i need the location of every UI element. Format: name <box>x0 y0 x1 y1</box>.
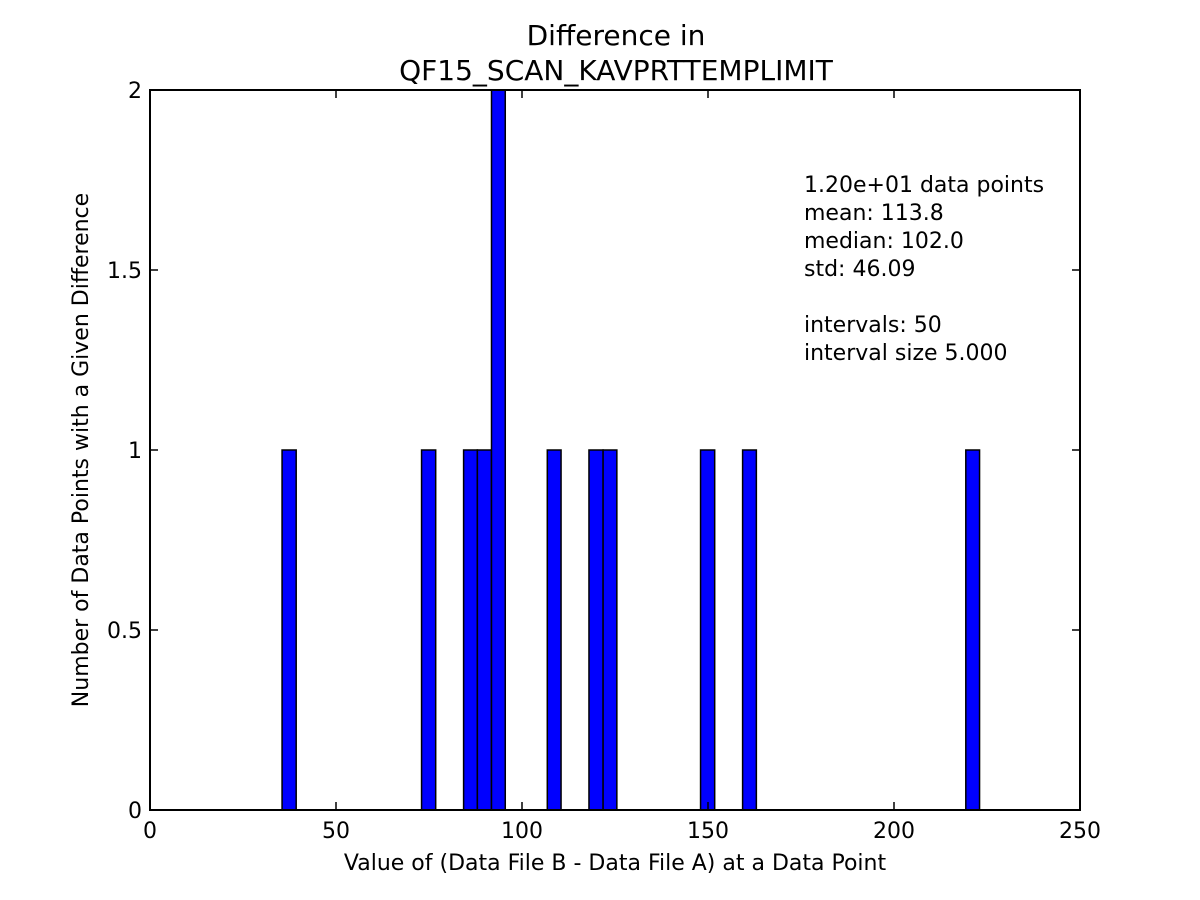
histogram-bar <box>965 449 981 811</box>
x-axis-label: Value of (Data File B - Data File A) at … <box>344 851 887 876</box>
stats-line: median: 102.0 <box>804 229 964 254</box>
stats-line: mean: 113.8 <box>804 201 944 226</box>
chart-title-line-1: Difference in <box>527 19 706 52</box>
y-tick-label: 0 <box>128 799 142 824</box>
histogram-bar <box>602 449 618 811</box>
y-tick-label: 1.5 <box>107 259 142 284</box>
stats-line: intervals: 50 <box>804 313 942 338</box>
x-tick-label: 200 <box>873 819 915 844</box>
stats-line: 1.20e+01 data points <box>804 173 1044 198</box>
tick-labels-layer: 0 50 100 150 200 250 0 0.5 1 1.5 2 <box>107 79 1101 844</box>
histogram-bar <box>476 449 493 811</box>
y-tick-label: 1 <box>128 439 142 464</box>
histogram-bar <box>546 449 562 811</box>
histogram-bar <box>741 449 758 811</box>
histogram-bar <box>588 449 604 811</box>
stats-line: interval size 5.000 <box>804 341 1008 366</box>
histogram-bar <box>490 89 507 811</box>
x-tick-label: 50 <box>322 819 350 844</box>
histogram-bar <box>420 449 437 811</box>
x-tick-label: 0 <box>143 819 157 844</box>
x-tick-label: 150 <box>687 819 729 844</box>
x-tick-label: 250 <box>1059 819 1101 844</box>
stats-annotation: 1.20e+01 data points mean: 113.8 median: 1… <box>804 173 1044 366</box>
y-axis-label: Number of Data Points with a Given Diffe… <box>69 193 94 707</box>
chart-title-line-2: QF15_SCAN_KAVPRTTEMPLIMIT <box>399 54 834 87</box>
plot-frame <box>149 89 1081 811</box>
y-tick-label: 2 <box>128 79 142 104</box>
histogram-bar <box>462 449 479 811</box>
stats-line: std: 46.09 <box>804 257 915 282</box>
histogram-bar <box>699 449 716 811</box>
bars-layer <box>281 89 981 811</box>
x-tick-label: 100 <box>501 819 543 844</box>
y-tick-label: 0.5 <box>107 619 142 644</box>
histogram-bar <box>281 449 297 811</box>
